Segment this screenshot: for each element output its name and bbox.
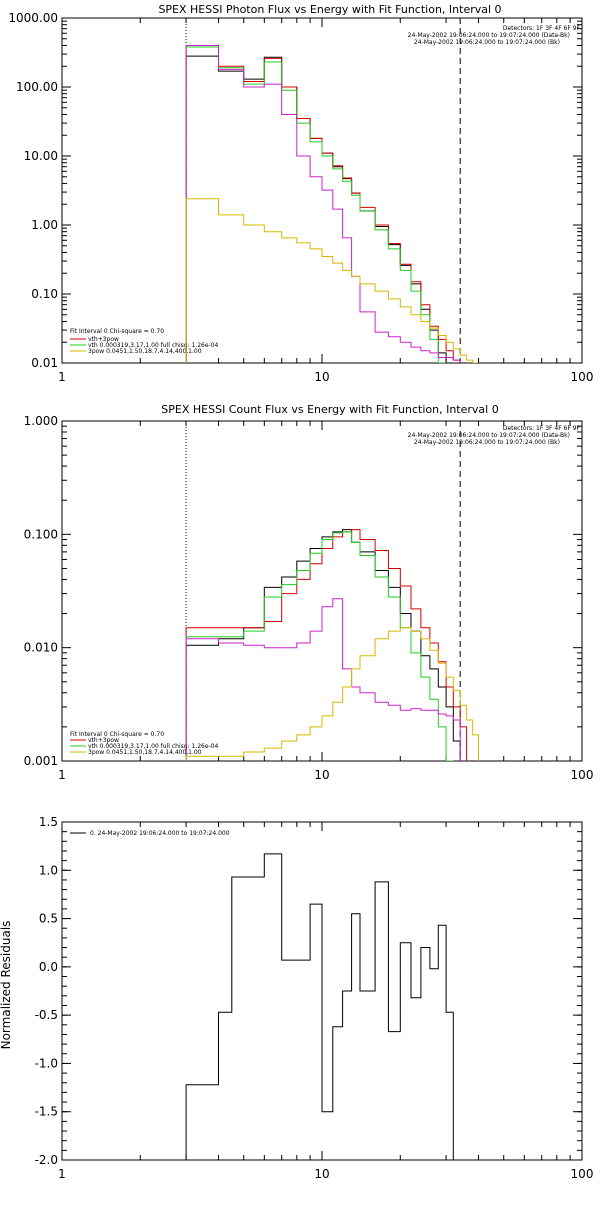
y-tick-label: 100.00 bbox=[16, 80, 58, 94]
count-vth-label: vth 0.000319,3.17,1.00 full chisq: 1.26e… bbox=[88, 743, 219, 750]
plot-frame bbox=[61, 420, 583, 762]
x-tick-label: 10 bbox=[314, 1167, 329, 1181]
y-tick-label: 0.010 bbox=[24, 641, 58, 655]
photon-vth-label: vth 0.000319,3.17,1.00 full chisq: 1.26e… bbox=[88, 342, 219, 349]
series-histogram-2 bbox=[185, 531, 454, 761]
series-histogram-3 bbox=[185, 45, 461, 363]
x-tick-label: 1 bbox=[58, 768, 66, 782]
series-histogram-1 bbox=[185, 45, 461, 363]
series-histogram-3 bbox=[185, 598, 461, 761]
count-3pow-label: 3pow 0.0451,1.50,18.7,4.14,400,1.00 bbox=[88, 749, 202, 756]
y-tick-label: 0.0 bbox=[39, 960, 58, 974]
x-tick-label: 1 bbox=[58, 1167, 66, 1181]
count-fit-model-label: vth+3pow bbox=[88, 737, 119, 744]
residuals-legend-label: 0. 24-May-2002 19:06:24.000 to 19:07:24.… bbox=[90, 830, 230, 837]
x-tick-label: 100 bbox=[571, 1167, 594, 1181]
y-tick-label: 0.100 bbox=[24, 527, 58, 541]
y-tick-label: 1.000 bbox=[24, 414, 58, 428]
x-tick-label: 10 bbox=[314, 370, 329, 384]
series-histogram-2 bbox=[185, 46, 447, 363]
series-histogram-1 bbox=[185, 529, 468, 761]
x-tick-label: 1 bbox=[58, 370, 66, 384]
y-tick-label: 0.001 bbox=[24, 754, 58, 768]
photon-flux-panel: SPEX HESSI Photon Flux vs Energy with Fi… bbox=[8, 3, 593, 384]
y-tick-label: 0.5 bbox=[39, 912, 58, 926]
y-tick-label: 1.0 bbox=[39, 863, 58, 877]
photon-fit-label: Fit Interval 0 Chi-square = 0.70 bbox=[70, 328, 164, 335]
x-tick-label: 100 bbox=[571, 768, 594, 782]
count-flux-panel: SPEX HESSI Count Flux vs Energy with Fit… bbox=[24, 403, 594, 782]
y-tick-label: -2.0 bbox=[35, 1153, 58, 1167]
series-histogram-4 bbox=[185, 198, 479, 363]
photon-flux-title: SPEX HESSI Photon Flux vs Energy with Fi… bbox=[158, 3, 501, 16]
y-tick-label: 1.5 bbox=[39, 815, 58, 829]
y-tick-label: 0.10 bbox=[31, 287, 58, 301]
photon-bk-label: 24-May-2002 19:06:24.000 to 19:07:24.000… bbox=[414, 39, 560, 46]
y-tick-label: -0.5 bbox=[35, 1008, 58, 1022]
photon-fit-model-label: vth+3pow bbox=[88, 336, 119, 343]
y-tick-label: 0.01 bbox=[31, 356, 58, 370]
x-tick-label: 10 bbox=[314, 768, 329, 782]
residuals-y-axis-label: Normalized Residuals bbox=[0, 921, 13, 1050]
series-histogram-4 bbox=[185, 627, 479, 761]
residuals-panel: Normalized Residuals 0. 24-May-2002 19:0… bbox=[0, 815, 593, 1181]
count-detectors-label: Detectors: 1F 3F 4F 6F 9F bbox=[503, 425, 581, 432]
photon-data-bk-label: 24-May-2002 19:06:24.000 to 19:07:24.000… bbox=[408, 32, 570, 39]
count-bk-label: 24-May-2002 19:06:24.000 to 19:07:24.000… bbox=[414, 439, 560, 446]
x-tick-label: 100 bbox=[571, 370, 594, 384]
count-fit-label: Fit Interval 0 Chi-square = 0.70 bbox=[70, 731, 164, 738]
y-tick-label: -1.5 bbox=[35, 1105, 58, 1119]
y-tick-label: 1000.00 bbox=[8, 11, 58, 25]
y-tick-label: 10.00 bbox=[24, 149, 58, 163]
y-tick-label: 1.00 bbox=[31, 218, 58, 232]
photon-detectors-label: Detectors: 1F 3F 4F 6F 9F bbox=[503, 25, 581, 32]
series-histogram-0 bbox=[185, 55, 447, 363]
count-data-bk-label: 24-May-2002 19:06:24.000 to 19:07:24.000… bbox=[408, 432, 570, 439]
count-flux-title: SPEX HESSI Count Flux vs Energy with Fit… bbox=[161, 403, 498, 416]
series-histogram-0 bbox=[185, 853, 461, 1160]
photon-3pow-label: 3pow 0.0451,1.50,18.7,4.14,400,1.00 bbox=[88, 348, 202, 355]
series-histogram-0 bbox=[185, 529, 461, 761]
y-tick-label: -1.0 bbox=[35, 1056, 58, 1070]
